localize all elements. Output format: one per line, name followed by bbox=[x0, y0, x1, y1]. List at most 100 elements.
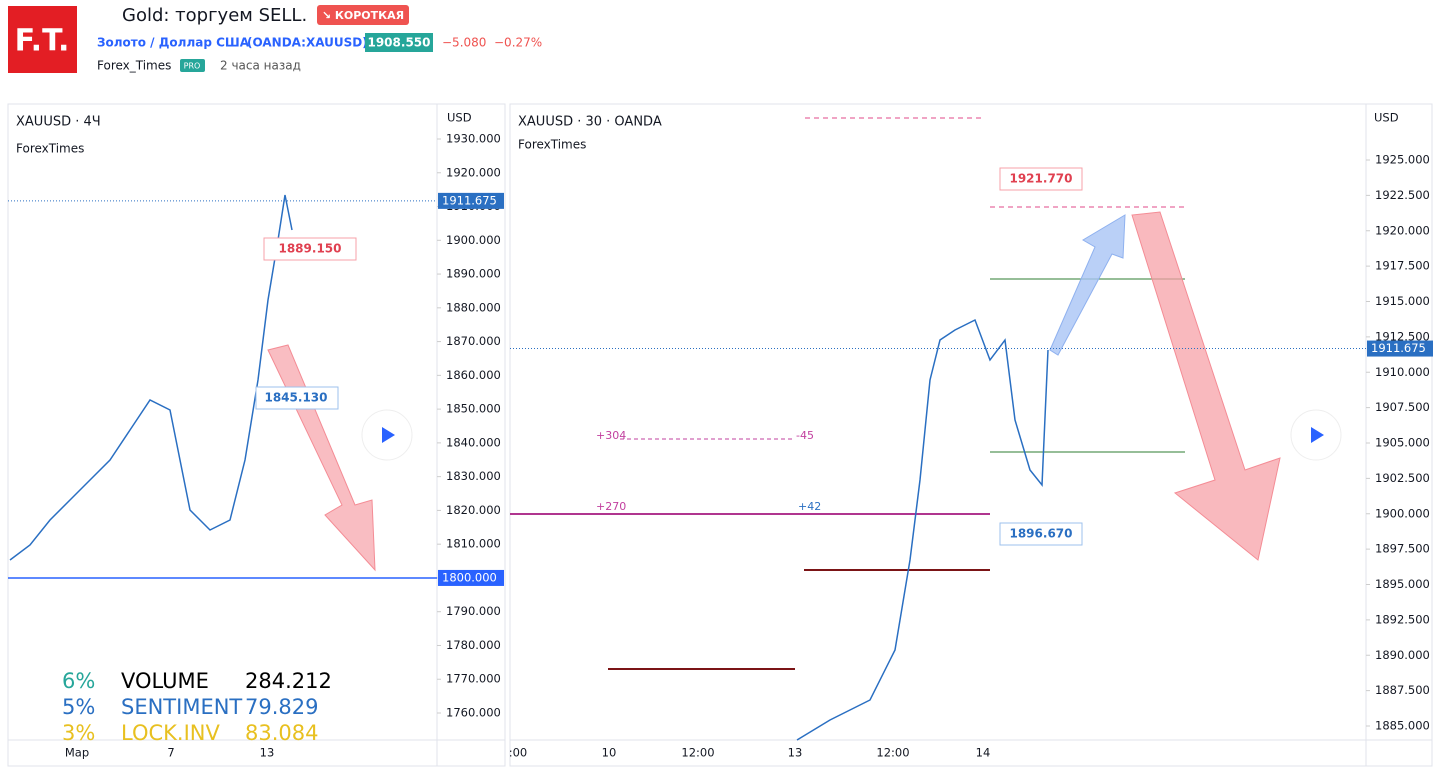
logo: F.T. bbox=[15, 24, 70, 59]
trade-label: +42 bbox=[798, 500, 821, 513]
y-tick-label: 1905.000 bbox=[1375, 436, 1430, 450]
x-tick-label: 14 bbox=[976, 746, 991, 760]
x-tick-label: :00 bbox=[509, 746, 528, 760]
play-icon bbox=[382, 427, 395, 443]
currency: USD bbox=[1374, 111, 1399, 125]
level-bg bbox=[438, 569, 504, 586]
y-tick-label: 1880.000 bbox=[446, 300, 501, 314]
y-tick-label: 1915.000 bbox=[1375, 294, 1430, 308]
stat-percent: 5% bbox=[62, 695, 95, 719]
symbol[interactable]: Золото / Доллар США bbox=[97, 36, 250, 50]
pro-bg bbox=[180, 59, 205, 72]
stat-name: SENTIMENT bbox=[121, 695, 242, 719]
price-bg bbox=[365, 33, 433, 52]
y-tick-label: 1892.500 bbox=[1375, 612, 1430, 626]
y-tick-label: 1895.000 bbox=[1375, 577, 1430, 591]
last-price: 1911.675 bbox=[442, 193, 497, 207]
source: ForexTimes bbox=[518, 138, 586, 152]
x-tick-label: 10 bbox=[602, 746, 617, 760]
last-price: 1911.675 bbox=[1371, 341, 1426, 355]
y-tick-label: 1820.000 bbox=[446, 503, 501, 517]
y-tick-label: 1885.000 bbox=[1375, 719, 1430, 733]
y-tick-label: 1925.000 bbox=[1375, 153, 1430, 167]
ann-box bbox=[255, 386, 339, 410]
ann-box bbox=[999, 522, 1083, 546]
change: −5.080 bbox=[442, 36, 486, 50]
stat-percent: 3% bbox=[62, 721, 95, 745]
x-tick-label: 13 bbox=[260, 746, 275, 760]
ann-box bbox=[999, 167, 1083, 191]
y-tick-label: 1910.000 bbox=[1375, 365, 1430, 379]
price: 1908.550 bbox=[367, 36, 430, 50]
y-tick-label: 1920.000 bbox=[446, 165, 501, 179]
y-tick-label: 1902.500 bbox=[1375, 471, 1430, 485]
y-tick-label: 1890.000 bbox=[446, 267, 501, 281]
badge: ↘ КОРОТКАЯ bbox=[322, 9, 404, 22]
y-tick-label: 1780.000 bbox=[446, 638, 501, 652]
change-pct: −0.27% bbox=[494, 36, 542, 50]
source: ForexTimes bbox=[16, 142, 84, 156]
y-tick-label: 1917.500 bbox=[1375, 259, 1430, 273]
price-path bbox=[9, 194, 293, 561]
x-tick-label: 12:00 bbox=[876, 746, 909, 760]
last-price-bg bbox=[438, 192, 504, 209]
arrow-down bbox=[1131, 211, 1281, 561]
x-tick-label: 7 bbox=[167, 746, 174, 760]
y-tick-label: 1897.500 bbox=[1375, 542, 1430, 556]
time: 2 часа назад bbox=[220, 59, 301, 73]
y-tick-label: 1900.000 bbox=[446, 233, 501, 247]
stat-value: 284.212 bbox=[245, 669, 332, 693]
stat-percent: 6% bbox=[62, 669, 95, 693]
arrow-up bbox=[1049, 214, 1126, 356]
y-tick-label: 1840.000 bbox=[446, 435, 501, 449]
annotation: 1845.130 bbox=[264, 391, 327, 405]
ticker[interactable]: (OANDA:XAUUSD) bbox=[247, 36, 368, 50]
trade-label: -45 bbox=[796, 429, 814, 442]
pro: PRO bbox=[184, 62, 201, 71]
y-tick-label: 1760.000 bbox=[446, 706, 501, 720]
y-tick-label: 1790.000 bbox=[446, 604, 501, 618]
trade-label: +270 bbox=[596, 500, 626, 513]
y-tick-label: 1887.500 bbox=[1375, 683, 1430, 697]
ann-box bbox=[263, 237, 357, 261]
y-tick-label: 1900.000 bbox=[1375, 506, 1430, 520]
y-tick-label: 1830.000 bbox=[446, 469, 501, 483]
y-tick-label: 1890.000 bbox=[1375, 648, 1430, 662]
y-tick-label: 1850.000 bbox=[446, 402, 501, 416]
right-panel bbox=[509, 103, 1433, 767]
panel-title: XAUUSD · 4Ч bbox=[16, 115, 101, 130]
last-price-bg bbox=[1367, 340, 1433, 357]
arrow-down bbox=[267, 344, 376, 572]
panel-title: XAUUSD · 30 · OANDA bbox=[518, 115, 662, 130]
annotation: 1921.770 bbox=[1009, 172, 1072, 186]
level-label: 1800.000 bbox=[442, 570, 497, 584]
currency: USD bbox=[447, 111, 472, 125]
annotation: 1889.150 bbox=[278, 242, 341, 256]
x-tick-label: Мар bbox=[65, 746, 89, 760]
author[interactable]: Forex_Times bbox=[97, 59, 171, 73]
stat-name: VOLUME bbox=[121, 669, 209, 693]
play-icon bbox=[1311, 427, 1324, 443]
idea-title: Gold: торгуем SELL. bbox=[122, 5, 307, 26]
y-tick-label: 1930.000 bbox=[446, 132, 501, 146]
x-tick-label: 13 bbox=[788, 746, 803, 760]
stat-value: 83.084 bbox=[245, 721, 318, 745]
left-panel bbox=[7, 103, 506, 767]
badge-bg bbox=[317, 5, 409, 25]
annotation: 1896.670 bbox=[1009, 527, 1072, 541]
y-tick-label: 1907.500 bbox=[1375, 400, 1430, 414]
price-path bbox=[796, 318, 1049, 741]
y-tick-label: 1920.000 bbox=[1375, 223, 1430, 237]
x-tick-label: 12:00 bbox=[681, 746, 714, 760]
stat-name: LOCK.INV bbox=[121, 721, 220, 745]
stat-value: 79.829 bbox=[245, 695, 318, 719]
logo-bg bbox=[8, 6, 77, 73]
y-tick-label: 1912.500 bbox=[1375, 329, 1430, 343]
y-tick-label: 1922.500 bbox=[1375, 188, 1430, 202]
y-tick-label: 1770.000 bbox=[446, 672, 501, 686]
y-tick-label: 1870.000 bbox=[446, 334, 501, 348]
y-tick-label: 1860.000 bbox=[446, 368, 501, 382]
y-tick-label: 1810.000 bbox=[446, 537, 501, 551]
